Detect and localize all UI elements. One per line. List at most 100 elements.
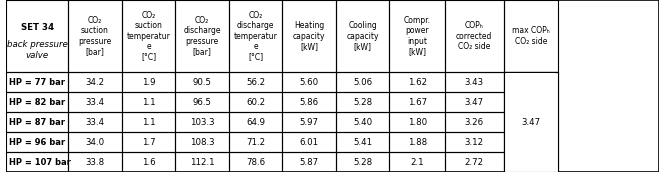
Bar [389,0,445,72]
Bar [389,92,445,112]
Text: 3.47: 3.47 [521,118,540,127]
Bar [503,112,558,132]
Bar [229,152,282,172]
Bar [389,152,445,172]
Text: HP = 77 bar: HP = 77 bar [9,78,65,87]
Bar [282,132,336,152]
Text: Cooling
capacity
[kW]: Cooling capacity [kW] [347,21,379,51]
Bar [282,112,336,132]
Bar [503,92,558,112]
Bar [68,112,122,132]
Bar [445,0,503,72]
Bar [506,113,555,131]
Bar [445,92,503,112]
Bar [389,112,445,132]
Text: 5.28: 5.28 [353,98,372,107]
Text: 1.1: 1.1 [142,118,156,127]
Bar [445,152,503,172]
Bar [175,72,229,92]
Text: 112.1: 112.1 [190,158,214,166]
Bar [229,0,282,72]
Bar [282,0,336,72]
Text: back pressure
valve: back pressure valve [7,40,67,60]
Text: HP = 107 bar: HP = 107 bar [9,158,71,166]
Bar [445,72,503,92]
Bar [503,0,558,72]
Bar [6,72,68,92]
Bar [6,112,68,132]
Text: 3.47: 3.47 [521,118,540,127]
Bar [282,152,336,172]
Bar [336,0,389,72]
Text: 1.88: 1.88 [407,138,426,147]
Text: 2.1: 2.1 [411,158,424,166]
Text: 5.60: 5.60 [299,78,318,87]
Text: 90.5: 90.5 [192,78,212,87]
Text: HP = 87 bar: HP = 87 bar [9,118,65,127]
Bar [229,112,282,132]
Text: 3.43: 3.43 [465,78,484,87]
Text: max COPₕ
CO₂ side: max COPₕ CO₂ side [512,26,550,46]
Bar [445,112,503,132]
Text: 5.87: 5.87 [299,158,318,166]
Bar [175,92,229,112]
Bar [175,132,229,152]
Text: 1.7: 1.7 [142,138,156,147]
Bar [175,112,229,132]
Text: CO₂
suction
temperatur
e
[°C]: CO₂ suction temperatur e [°C] [127,11,171,61]
Text: 33.4: 33.4 [86,118,105,127]
Text: 2.72: 2.72 [465,158,484,166]
Text: 1.67: 1.67 [407,98,426,107]
Text: 5.06: 5.06 [353,78,372,87]
Text: 5.41: 5.41 [353,138,372,147]
Bar [389,132,445,152]
Text: 5.97: 5.97 [300,118,318,127]
Bar [122,152,175,172]
Text: Compr.
power
input
[kW]: Compr. power input [kW] [403,16,430,56]
Bar [68,152,122,172]
Bar [175,0,229,72]
Bar [506,73,555,92]
Bar [229,92,282,112]
Bar [68,92,122,112]
Text: HP = 96 bar: HP = 96 bar [9,138,65,147]
Bar [503,132,558,152]
Text: 5.86: 5.86 [299,98,318,107]
Text: 1.1: 1.1 [142,98,156,107]
Text: 64.9: 64.9 [246,118,265,127]
Text: 5.40: 5.40 [353,118,372,127]
Bar [282,92,336,112]
Text: 108.3: 108.3 [190,138,214,147]
Bar [68,72,122,92]
Bar [503,72,558,172]
Bar [229,72,282,92]
Bar [122,0,175,72]
Bar [336,132,389,152]
Text: 3.26: 3.26 [465,118,484,127]
Bar [336,152,389,172]
Bar [6,92,68,112]
Bar [503,72,558,92]
Text: CO₂
discharge
temperatur
e
[°C]: CO₂ discharge temperatur e [°C] [233,11,277,61]
Text: 33.4: 33.4 [86,98,105,107]
Text: HP = 82 bar: HP = 82 bar [9,98,65,107]
Bar [122,112,175,132]
Bar [506,93,555,111]
Bar [175,152,229,172]
Bar [122,72,175,92]
Bar [336,92,389,112]
Bar [336,112,389,132]
Text: 34.2: 34.2 [86,78,105,87]
Bar [68,0,122,72]
Text: 56.2: 56.2 [246,78,265,87]
Text: 60.2: 60.2 [246,98,265,107]
Text: 1.6: 1.6 [142,158,156,166]
Bar [229,132,282,152]
Bar [122,92,175,112]
Text: 5.28: 5.28 [353,158,372,166]
Text: CO₂
discharge
pressure
[bar]: CO₂ discharge pressure [bar] [183,16,221,56]
Text: 71.2: 71.2 [246,138,265,147]
Bar [282,72,336,92]
Bar [6,152,68,172]
Bar [506,133,555,151]
